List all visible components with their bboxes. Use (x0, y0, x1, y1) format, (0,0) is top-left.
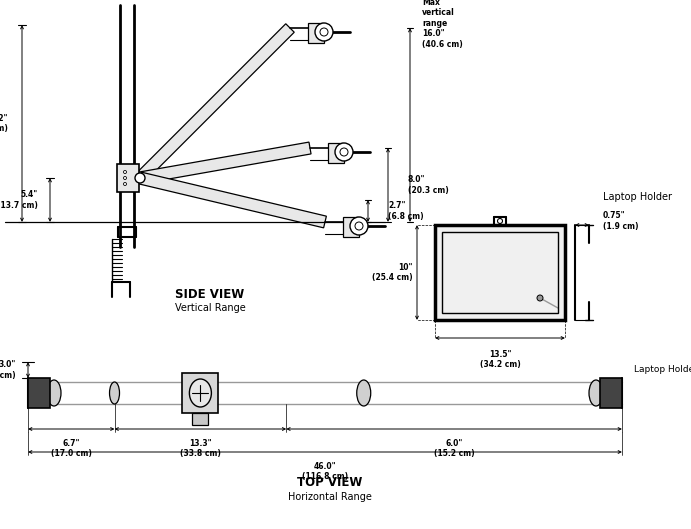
Text: 10"
(25.4 cm): 10" (25.4 cm) (372, 263, 413, 282)
Ellipse shape (189, 379, 211, 407)
Circle shape (315, 23, 333, 41)
Bar (117, 164, 139, 192)
Circle shape (124, 170, 126, 174)
Bar (435, 225, 565, 320)
Polygon shape (139, 172, 326, 228)
Circle shape (498, 218, 502, 223)
Circle shape (537, 295, 543, 301)
Text: Laptop Holder: Laptop Holder (634, 366, 691, 375)
Text: 3.0"
(7.6 cm): 3.0" (7.6 cm) (0, 360, 16, 380)
Text: TOP VIEW: TOP VIEW (297, 477, 363, 489)
Text: 0.75"
(1.9 cm): 0.75" (1.9 cm) (603, 211, 638, 231)
Polygon shape (135, 24, 294, 183)
Text: 5.4"
(13.7 cm): 5.4" (13.7 cm) (0, 190, 38, 209)
Bar (343, 217, 359, 237)
Text: SIDE VIEW: SIDE VIEW (176, 288, 245, 302)
Text: Max
vertical
range
16.0"
(40.6 cm): Max vertical range 16.0" (40.6 cm) (422, 0, 463, 49)
Text: 13.3"
(33.8 cm): 13.3" (33.8 cm) (180, 439, 221, 459)
Text: 6.7"
(17.0 cm): 6.7" (17.0 cm) (51, 439, 92, 459)
Ellipse shape (47, 380, 61, 406)
Bar (182, 373, 218, 413)
Text: Laptop Holder: Laptop Holder (603, 192, 672, 202)
Bar (308, 23, 324, 43)
Text: 2.7"
(6.8 cm): 2.7" (6.8 cm) (388, 202, 424, 221)
Text: 6.0"
(15.2 cm): 6.0" (15.2 cm) (434, 439, 475, 459)
Polygon shape (139, 142, 311, 184)
Text: 8.2"
(20.8 cm): 8.2" (20.8 cm) (0, 114, 8, 133)
Bar (600, 378, 622, 408)
Bar (192, 413, 209, 425)
Bar (28, 378, 50, 408)
Circle shape (135, 173, 145, 183)
Ellipse shape (109, 382, 120, 404)
Circle shape (335, 143, 353, 161)
Text: 8.0"
(20.3 cm): 8.0" (20.3 cm) (408, 175, 448, 195)
Text: 13.5"
(34.2 cm): 13.5" (34.2 cm) (480, 350, 520, 369)
Ellipse shape (589, 380, 603, 406)
Bar (328, 143, 344, 163)
Ellipse shape (357, 380, 371, 406)
Bar (442, 232, 558, 313)
Text: Horizontal Range: Horizontal Range (288, 492, 372, 502)
Circle shape (124, 177, 126, 179)
Text: Vertical Range: Vertical Range (175, 303, 245, 313)
Text: 46.0"
(116.8 cm): 46.0" (116.8 cm) (302, 462, 348, 481)
Circle shape (350, 217, 368, 235)
Circle shape (124, 183, 126, 186)
